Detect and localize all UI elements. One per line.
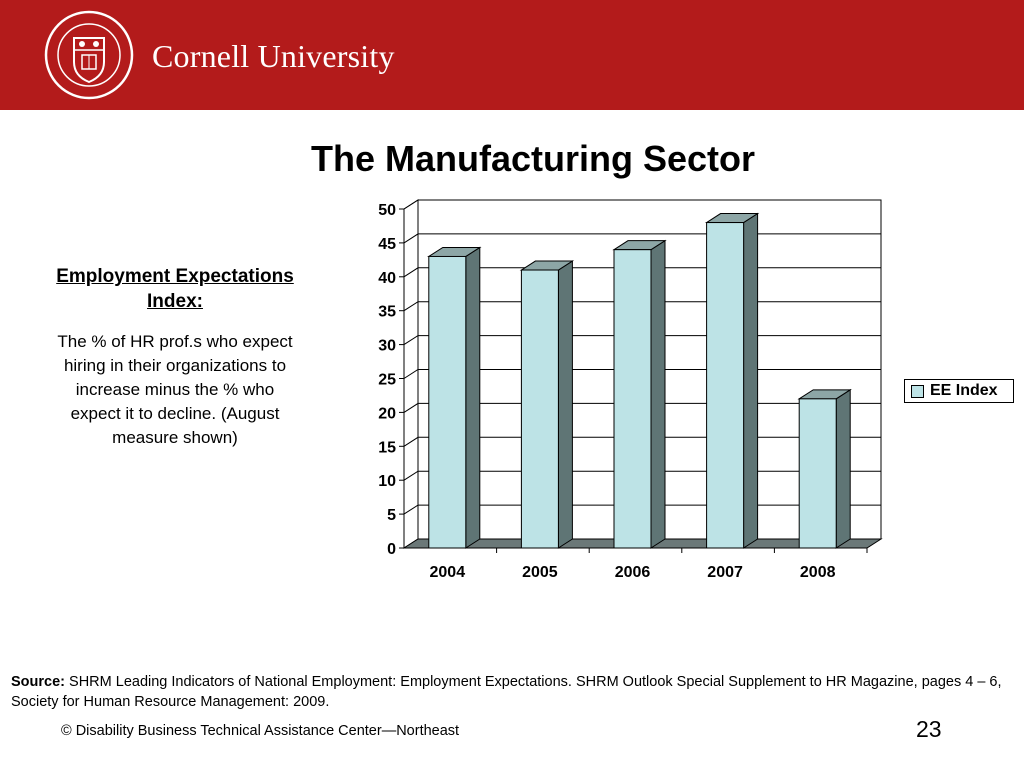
y-tick-label: 45: [378, 236, 396, 253]
y-tick-label: 50: [378, 202, 396, 219]
x-tick-label: 2006: [615, 564, 651, 581]
bar-side: [465, 246, 481, 549]
x-tick-label: 2005: [522, 564, 558, 581]
y-tick-label: 40: [378, 270, 396, 287]
page-number: 23: [916, 716, 942, 742]
side-heading: Employment Expectations Index:: [56, 266, 294, 312]
legend-label: EE Index: [930, 382, 998, 399]
x-tick-label: 2007: [707, 564, 743, 581]
y-tick-label: 25: [378, 372, 396, 389]
bar-side: [743, 212, 759, 549]
bar: [428, 255, 467, 549]
x-tick-label: 2004: [430, 564, 466, 581]
source-text: SHRM Leading Indicators of National Empl…: [11, 674, 1002, 710]
header-bar: Cornell University: [0, 0, 1024, 110]
bar-side: [557, 260, 573, 549]
gridline: [403, 199, 881, 210]
bar-side: [835, 388, 851, 549]
y-tick-label: 30: [378, 338, 396, 355]
bar: [706, 222, 745, 549]
source-citation: Source: SHRM Leading Indicators of Natio…: [11, 672, 1017, 712]
footer-copyright: © Disability Business Technical Assistan…: [61, 723, 460, 739]
y-tick-label: 0: [387, 541, 396, 558]
brand-name: Cornell University: [152, 38, 395, 74]
side-body-text: The % of HR prof.s who expect hiring in …: [57, 332, 293, 447]
bar: [613, 249, 652, 549]
bar: [520, 269, 559, 549]
bar-side: [650, 239, 666, 549]
y-tick-label: 15: [378, 439, 396, 456]
chart-legend: EE Index: [904, 379, 1014, 403]
y-tick-label: 35: [378, 304, 396, 321]
x-tick-label: 2008: [800, 564, 836, 581]
bar: [798, 398, 837, 549]
slide-title: The Manufacturing Sector: [310, 138, 756, 179]
y-tick-label: 20: [378, 405, 396, 422]
legend-swatch: [911, 384, 924, 398]
cornell-seal-icon: [44, 10, 134, 100]
y-tick-label: 10: [378, 473, 396, 490]
source-label: Source:: [11, 674, 65, 690]
y-tick-label: 5: [387, 507, 396, 524]
